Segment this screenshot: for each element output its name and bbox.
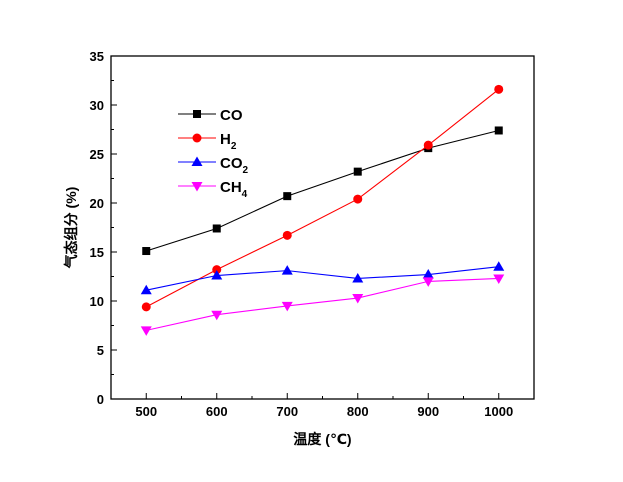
y-tick-label: 5 [97, 343, 104, 358]
series-line-co [146, 129, 499, 252]
legend-label-h2: H2 [220, 131, 237, 152]
data-point-co [142, 247, 151, 256]
data-point-co [353, 167, 362, 176]
legend-marker [193, 110, 201, 118]
data-point-co [212, 224, 221, 233]
legend-label-co2: CO2 [220, 155, 249, 176]
data-point-co2 [140, 284, 152, 295]
x-axis-label: 温度 (℃) [293, 431, 351, 447]
data-point-co [494, 126, 503, 135]
y-tick-label: 0 [97, 392, 104, 407]
data-point-h2 [423, 140, 433, 150]
x-tick-label: 800 [347, 404, 369, 419]
data-point-co2 [211, 270, 223, 280]
data-point-h2 [353, 194, 363, 204]
data-point-co2 [352, 272, 364, 283]
data-point-ch4 [422, 277, 434, 287]
data-point-ch4 [352, 294, 364, 304]
y-tick-label: 10 [90, 294, 104, 309]
data-point-h2 [282, 230, 292, 240]
series-line-ch4 [146, 277, 499, 331]
series-line-h2 [145, 88, 500, 308]
data-point-ch4 [211, 310, 223, 321]
x-tick-label: 500 [135, 404, 157, 419]
data-point-co [283, 192, 292, 201]
legend-label-ch4: CH4 [220, 179, 248, 200]
data-point-ch4 [140, 326, 152, 336]
data-point-h2 [212, 265, 222, 275]
y-tick-label: 25 [90, 147, 104, 162]
legend-marker [192, 133, 202, 143]
y-tick-label: 30 [90, 98, 104, 113]
x-tick-label: 700 [276, 404, 298, 419]
data-point-co2 [422, 269, 434, 279]
data-point-co2 [493, 261, 505, 271]
y-tick-label: 15 [90, 245, 104, 260]
legend-marker [191, 182, 203, 192]
y-tick-label: 35 [90, 49, 104, 64]
x-tick-label: 1000 [484, 404, 513, 419]
x-tick-label: 600 [206, 404, 228, 419]
data-point-co2 [281, 265, 293, 275]
data-point-h2 [494, 84, 504, 94]
y-tick-label: 20 [90, 196, 104, 211]
legend-marker [191, 156, 203, 166]
x-tick-label: 900 [417, 404, 439, 419]
data-point-ch4 [493, 274, 505, 284]
data-point-h2 [141, 302, 151, 312]
series-line-co2 [146, 266, 499, 291]
y-axis-label: 气态组分 (%) [63, 187, 79, 270]
legend-label-co: CO [220, 107, 243, 124]
plot-frame [110, 55, 535, 400]
data-point-ch4 [281, 301, 293, 312]
